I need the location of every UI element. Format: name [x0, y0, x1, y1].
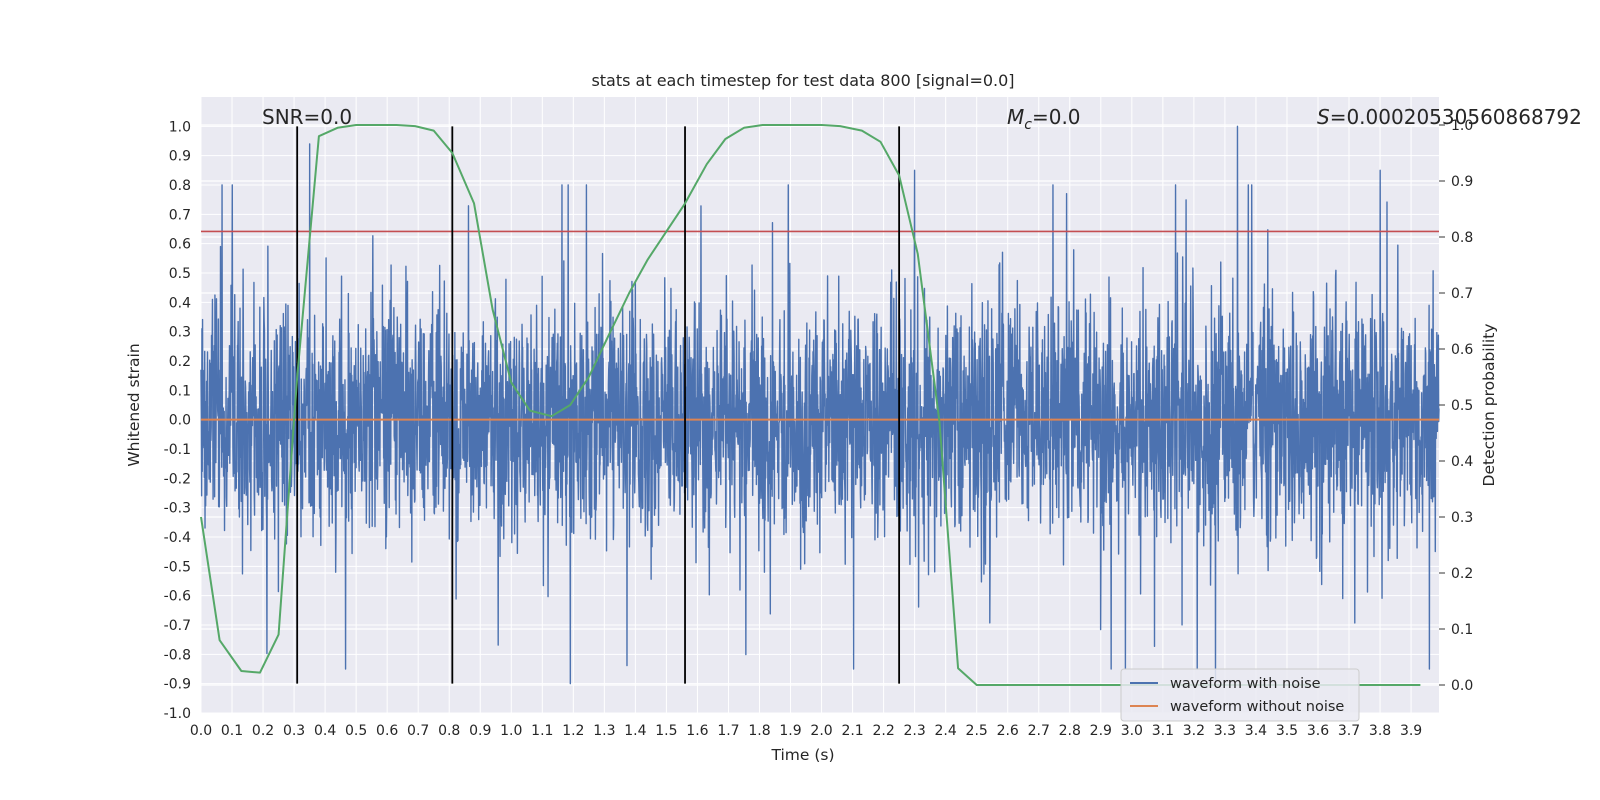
x-tick-label: 2.5	[966, 723, 988, 739]
y2-tick-label: 0.8	[1451, 230, 1473, 246]
x-tick-label: 0.4	[314, 723, 336, 739]
y-tick-label: 0.4	[169, 295, 191, 311]
x-axis-label: Time (s)	[770, 746, 834, 764]
legend: waveform with noise waveform without noi…	[1120, 668, 1360, 722]
snr-annotation: SNR=0.0	[262, 105, 352, 129]
y-tick-label: -0.6	[164, 589, 191, 605]
x-tick-label: 0.2	[252, 723, 274, 739]
legend-box	[1120, 668, 1360, 722]
x-tick-label: 1.3	[593, 723, 615, 739]
y2-tick-label: 0.1	[1451, 622, 1473, 638]
y-tick-label: 0.9	[169, 149, 191, 165]
vertical-markers	[296, 126, 901, 684]
y-tick-label: -0.3	[164, 501, 191, 517]
y2-tick-label: 0.3	[1451, 510, 1473, 526]
x-tick-label: 0.1	[221, 723, 243, 739]
x-tick-label: 2.4	[935, 723, 957, 739]
legend-label-noise: waveform with noise	[1170, 676, 1321, 692]
chart-title: stats at each timestep for test data 800…	[591, 71, 1014, 90]
x-tick-label: 2.0	[810, 723, 832, 739]
y-axis-label: Whitened strain	[125, 343, 143, 466]
y2-axis-ticks: 1.0 0.9 0.8 0.7 0.6 0.5 0.4 0.3 0.2 0.1 0.0	[1439, 118, 1473, 694]
x-tick-label: 2.6	[997, 723, 1019, 739]
x-tick-label: 3.1	[1152, 723, 1174, 739]
x-tick-label: 1.6	[686, 723, 708, 739]
y-tick-label: 0.3	[169, 325, 191, 341]
x-tick-label: 1.8	[748, 723, 770, 739]
x-tick-label: 1.5	[655, 723, 677, 739]
x-tick-label: 1.4	[624, 723, 646, 739]
y-tick-label: 0.1	[169, 383, 191, 399]
detection-probability-line	[200, 124, 1421, 686]
detection-probability-series	[200, 124, 1421, 686]
y-tick-label: -0.9	[164, 677, 191, 693]
mc-annotation: Mc=0.0	[1007, 105, 1081, 133]
x-tick-label: 2.8	[1059, 723, 1081, 739]
x-axis-ticks: 0.0 0.1 0.2 0.3 0.4 0.5 0.6 0.7 0.8 0.9 1.0 1.1 1.2 1…	[190, 723, 1422, 739]
x-tick-label: 3.9	[1400, 723, 1422, 739]
x-tick-label: 0.6	[376, 723, 398, 739]
y-tick-label: 0.7	[169, 207, 191, 223]
x-tick-label: 2.1	[841, 723, 863, 739]
y2-tick-label: 0.7	[1451, 286, 1473, 302]
y2-tick-label: 0.9	[1451, 174, 1473, 190]
x-tick-label: 3.8	[1369, 723, 1391, 739]
x-tick-label: 3.3	[1214, 723, 1236, 739]
y-tick-label: 0.2	[169, 354, 191, 370]
x-tick-label: 1.9	[779, 723, 801, 739]
x-tick-label: 1.2	[562, 723, 584, 739]
x-tick-label: 2.7	[1028, 723, 1050, 739]
x-tick-label: 3.0	[1121, 723, 1143, 739]
y2-tick-label: 0.6	[1451, 342, 1473, 358]
noise-waveform-series	[200, 125, 1440, 685]
x-tick-label: 0.3	[283, 723, 305, 739]
y-axis-ticks: 1.0 0.9 0.8 0.7 0.6 0.5 0.4 0.3 0.2 0.1 0.0 -0.1 -0.…	[164, 119, 191, 722]
noise-waveform-line	[200, 125, 1440, 685]
x-tick-label: 3.5	[1276, 723, 1298, 739]
mc-value: =0.0	[1032, 105, 1081, 129]
x-tick-label: 1.7	[717, 723, 739, 739]
y2-tick-label: 0.0	[1451, 678, 1473, 694]
y-tick-label: -0.7	[164, 618, 191, 634]
y-tick-label: -1.0	[164, 706, 191, 722]
s-value: =0.00020530560868792	[1330, 105, 1582, 129]
y-tick-label: 0.0	[169, 413, 191, 429]
y-tick-label: 1.0	[169, 119, 191, 135]
s-annotation: S=0.00020530560868792	[1317, 105, 1582, 129]
x-tick-label: 2.3	[904, 723, 926, 739]
y-tick-label: 0.8	[169, 178, 191, 194]
y-tick-label: -0.4	[164, 530, 191, 546]
x-tick-label: 0.5	[345, 723, 367, 739]
y-tick-label: -0.2	[164, 471, 191, 487]
y2-tick-label: 0.4	[1451, 454, 1473, 470]
x-tick-label: 3.2	[1183, 723, 1205, 739]
x-tick-label: 0.0	[190, 723, 212, 739]
legend-label-clean: waveform without noise	[1170, 699, 1344, 715]
y2-tick-label: 1.0	[1451, 118, 1473, 134]
x-tick-label: 3.4	[1245, 723, 1267, 739]
x-tick-label: 0.8	[438, 723, 460, 739]
s-symbol: S	[1317, 105, 1330, 129]
x-tick-label: 3.6	[1307, 723, 1329, 739]
y2-tick-label: 0.5	[1451, 398, 1473, 414]
y-tick-label: 0.6	[169, 237, 191, 253]
x-tick-label: 3.7	[1338, 723, 1360, 739]
x-tick-label: 2.2	[872, 723, 894, 739]
y-tick-label: 0.5	[169, 266, 191, 282]
y2-tick-label: 0.2	[1451, 566, 1473, 582]
y-tick-label: -0.8	[164, 647, 191, 663]
x-tick-label: 0.7	[407, 723, 429, 739]
x-tick-label: 2.9	[1090, 723, 1112, 739]
mc-symbol: M	[1007, 105, 1024, 129]
x-tick-label: 1.0	[500, 723, 522, 739]
x-tick-label: 1.1	[531, 723, 553, 739]
y-tick-label: -0.5	[164, 559, 191, 575]
y-tick-label: -0.1	[164, 442, 191, 458]
y2-axis-label: Detection probability	[1480, 324, 1498, 487]
mc-subscript: c	[1024, 117, 1032, 133]
x-tick-label: 0.9	[469, 723, 491, 739]
